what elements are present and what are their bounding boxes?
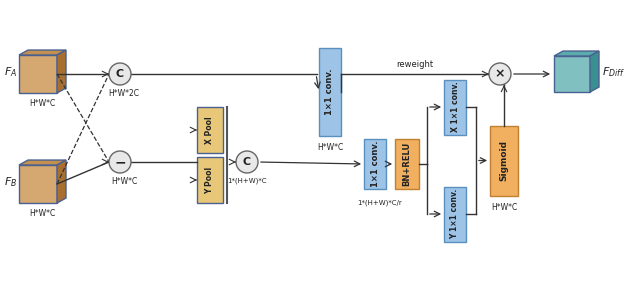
Bar	[490, 126, 518, 196]
Text: $F_{Diff}$: $F_{Diff}$	[602, 65, 625, 79]
Bar	[444, 187, 466, 241]
Text: 1×1 conv.: 1×1 conv.	[326, 69, 335, 115]
Text: 1*(H+W)*C: 1*(H+W)*C	[227, 178, 267, 185]
Polygon shape	[554, 51, 599, 56]
Bar	[319, 48, 341, 136]
Circle shape	[236, 151, 258, 173]
Text: H*W*C: H*W*C	[29, 99, 56, 108]
Text: H*W*2C: H*W*2C	[109, 89, 140, 98]
Text: Y 1×1 conv.: Y 1×1 conv.	[451, 189, 460, 239]
Polygon shape	[590, 51, 599, 92]
Bar	[364, 139, 386, 189]
Polygon shape	[57, 160, 66, 203]
Text: $F_B$: $F_B$	[4, 175, 17, 189]
Text: H*W*C: H*W*C	[29, 209, 56, 218]
Text: H*W*C: H*W*C	[491, 202, 517, 211]
Text: Sigmoid: Sigmoid	[499, 140, 509, 181]
Text: 1*(H+W)*C/r: 1*(H+W)*C/r	[358, 199, 403, 206]
Text: $F_A$: $F_A$	[4, 65, 17, 79]
Text: −: −	[114, 155, 126, 169]
Bar	[395, 139, 419, 189]
Bar	[197, 157, 223, 203]
Polygon shape	[19, 55, 57, 93]
Polygon shape	[554, 56, 590, 92]
Polygon shape	[19, 160, 66, 165]
Text: H*W*C: H*W*C	[317, 143, 343, 152]
Text: C: C	[116, 69, 124, 79]
Polygon shape	[57, 50, 66, 93]
Text: H*W*C: H*W*C	[111, 177, 137, 186]
Polygon shape	[19, 165, 57, 203]
Text: reweight: reweight	[396, 60, 433, 69]
Polygon shape	[19, 50, 66, 55]
Text: Y Pool: Y Pool	[205, 166, 214, 194]
Bar	[197, 107, 223, 153]
Text: BN+RELU: BN+RELU	[403, 142, 412, 186]
Text: X 1×1 conv.: X 1×1 conv.	[451, 82, 460, 132]
Bar	[444, 79, 466, 135]
Text: ×: ×	[495, 67, 505, 81]
Circle shape	[109, 63, 131, 85]
Text: X Pool: X Pool	[205, 116, 214, 144]
Text: C: C	[243, 157, 251, 167]
Circle shape	[109, 151, 131, 173]
Circle shape	[489, 63, 511, 85]
Text: 1×1 conv.: 1×1 conv.	[371, 141, 380, 187]
